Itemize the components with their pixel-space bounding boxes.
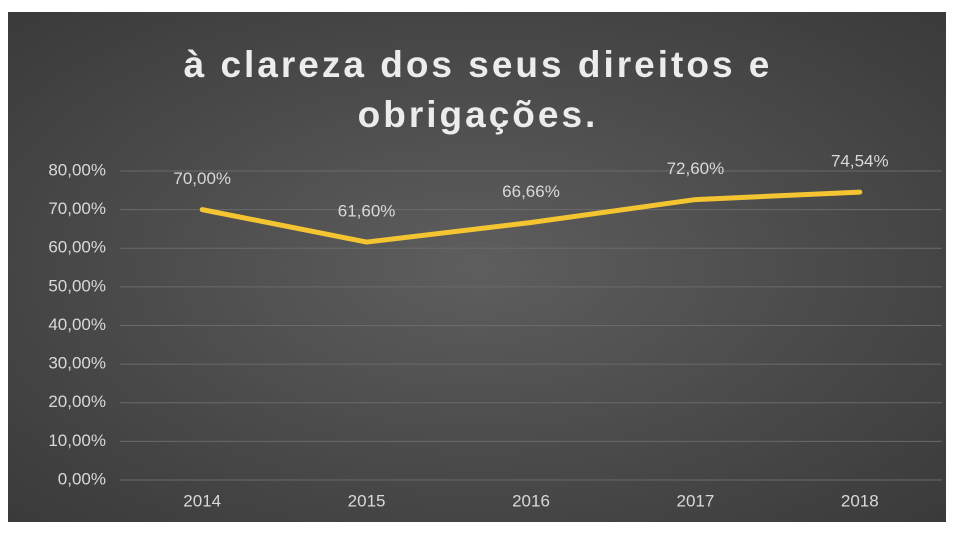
y-tick-label: 20,00% (48, 392, 106, 411)
x-tick-label: 2014 (183, 491, 221, 510)
y-tick-label: 30,00% (48, 354, 106, 373)
x-tick-label: 2017 (676, 491, 714, 510)
y-tick-label: 70,00% (48, 199, 106, 218)
chart: 0,00% 10,00% 20,00% 30,00% 40,00% 50,00% 60,00… (48, 152, 942, 510)
y-tick-label: 10,00% (48, 431, 106, 450)
chart-title: à clareza dos seus direitos e obrigações… (183, 44, 773, 135)
data-label: 74,54% (831, 152, 889, 171)
x-tick-label: 2015 (348, 491, 386, 510)
x-tick-label: 2018 (841, 491, 879, 510)
data-label: 61,60% (338, 202, 396, 221)
y-tick-label: 50,00% (48, 276, 106, 295)
data-label: 66,66% (502, 182, 560, 201)
data-label: 70,00% (173, 169, 231, 188)
y-tick-label: 80,00% (48, 160, 106, 179)
chart-area: 0,00% 10,00% 20,00% 30,00% 40,00% 50,00% 60,00… (8, 12, 946, 522)
x-tick-label: 2016 (512, 491, 550, 510)
y-tick-label: 40,00% (48, 315, 106, 334)
data-line (199, 189, 863, 245)
data-label: 72,60% (667, 159, 725, 178)
y-tick-label: 0,00% (58, 469, 106, 488)
y-tick-label: 60,00% (48, 238, 106, 257)
